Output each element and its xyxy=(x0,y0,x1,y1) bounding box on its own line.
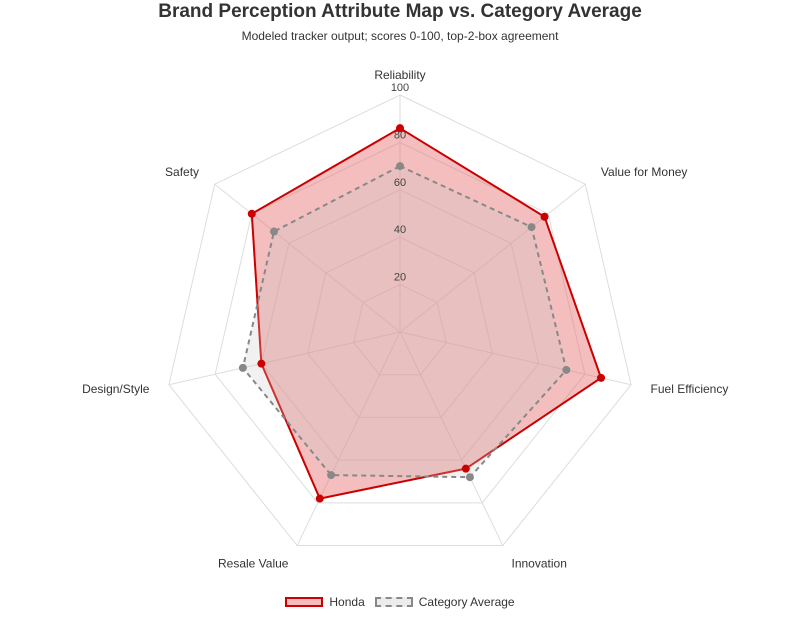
data-point-category-average-7 xyxy=(270,227,279,236)
axis-label-reliability: Reliability xyxy=(374,68,425,82)
data-point-category-average-6 xyxy=(238,363,247,372)
grid-ring-5 xyxy=(168,94,632,547)
data-point-honda-2 xyxy=(540,212,549,221)
data-point-category-average-2 xyxy=(527,223,536,232)
radar-ticks: 20 40 60 80 100 xyxy=(391,82,409,284)
grid-spoke-5 xyxy=(296,331,401,546)
data-point-honda-7 xyxy=(247,209,256,218)
data-point-honda-1 xyxy=(396,124,404,133)
axis-label-fuel-efficiency: Fuel Efficiency xyxy=(651,382,729,396)
legend: Honda Category Average xyxy=(0,595,800,609)
legend-item-honda[interactable]: Honda xyxy=(285,595,365,609)
axis-label-safety: Safety xyxy=(165,165,199,179)
series-area-category-average xyxy=(241,164,568,479)
grid-spoke-2 xyxy=(399,183,586,333)
axis-label-value-for-money: Value for Money xyxy=(601,165,688,179)
data-point-category-average-1 xyxy=(396,162,404,171)
grid-ring-2 xyxy=(307,236,493,418)
tick-label-20: 20 xyxy=(394,272,406,284)
chart-subtitle: Modeled tracker output; scores 0-100, to… xyxy=(241,29,559,43)
data-point-honda-3 xyxy=(597,373,606,382)
tick-label-40: 40 xyxy=(394,224,406,236)
data-point-honda-4 xyxy=(461,464,470,473)
grid-spoke-4 xyxy=(399,331,504,546)
axis-label-design-style: Design/Style xyxy=(82,382,150,396)
chart-title: Brand Perception Attribute Map vs. Categ… xyxy=(158,1,642,22)
data-point-category-average-4 xyxy=(465,473,474,482)
legend-item-category-average[interactable]: Category Average xyxy=(374,595,515,609)
legend-swatch-category-average xyxy=(374,597,413,607)
data-point-honda-5 xyxy=(315,494,324,503)
grid-ring-4 xyxy=(214,141,586,504)
legend-label-honda: Honda xyxy=(329,595,365,609)
grid-spoke-6 xyxy=(168,331,401,386)
tick-label-80: 80 xyxy=(394,129,406,141)
radar-series xyxy=(238,124,606,503)
axis-label-innovation: Innovation xyxy=(512,557,567,571)
grid-ring-3 xyxy=(260,189,540,461)
data-point-category-average-5 xyxy=(327,471,336,480)
tick-label-100: 100 xyxy=(391,82,409,94)
legend-swatch-honda xyxy=(285,597,324,607)
grid-ring-1 xyxy=(353,284,447,376)
tick-label-60: 60 xyxy=(394,177,406,189)
axis-label-resale-value: Resale Value xyxy=(218,557,289,571)
grid-spoke-7 xyxy=(214,183,401,333)
series-area-honda xyxy=(250,127,603,500)
radar-grid xyxy=(168,94,632,547)
legend-label-category-average: Category Average xyxy=(418,595,515,609)
data-point-honda-6 xyxy=(257,359,266,368)
data-point-category-average-3 xyxy=(562,365,571,374)
grid-spoke-3 xyxy=(399,331,632,386)
radar-axis-labels: Reliability Value for Money Fuel Efficienc… xyxy=(82,68,728,571)
